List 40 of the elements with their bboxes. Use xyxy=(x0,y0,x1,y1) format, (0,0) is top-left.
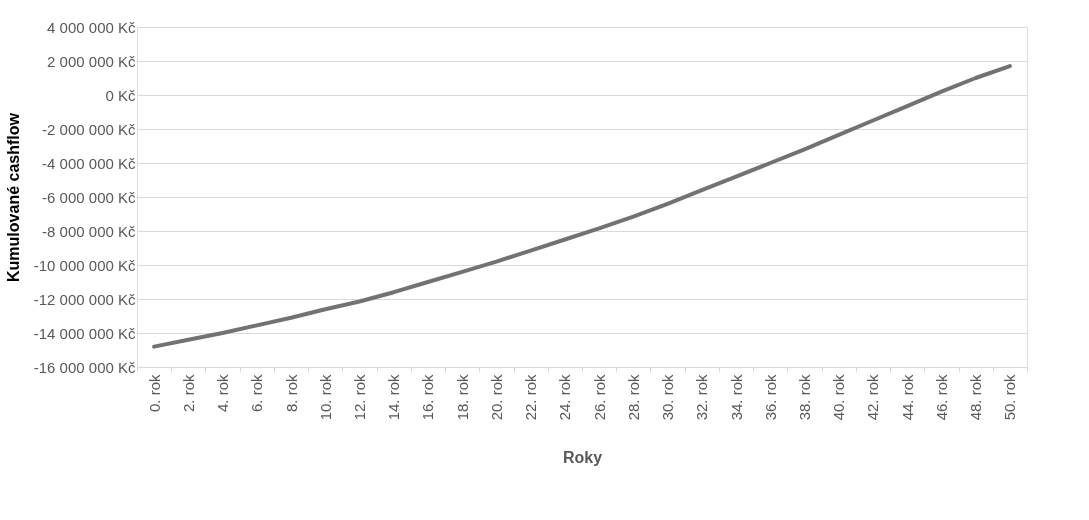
x-tick-label: 14. rok xyxy=(385,374,403,421)
x-tick-label: 22. rok xyxy=(522,374,540,421)
y-tick-label: -16 000 000 Kč xyxy=(33,358,136,376)
x-tick-label: 18. rok xyxy=(453,374,471,421)
x-tick-label: 0. rok xyxy=(145,374,163,413)
x-tick-label: 36. rok xyxy=(761,374,779,421)
x-tick-label: 10. rok xyxy=(316,374,334,421)
y-tick-label: 2 000 000 Kč xyxy=(47,52,136,70)
x-tick-label: 20. rok xyxy=(487,374,505,421)
y-tick-label: -12 000 000 Kč xyxy=(33,290,136,308)
x-tick-label: 16. rok xyxy=(419,374,437,421)
x-tick-label: 42. rok xyxy=(864,374,882,421)
x-tick-label: 24. rok xyxy=(556,374,574,421)
y-axis-title: Kumulované cashflow xyxy=(4,112,22,282)
line-series xyxy=(152,64,1012,349)
y-tick-label: -8 000 000 Kč xyxy=(42,222,136,240)
x-tick-label: 8. rok xyxy=(282,374,300,413)
y-tick-label: -10 000 000 Kč xyxy=(33,256,136,274)
x-tick-label: 4. rok xyxy=(214,374,232,413)
x-tick-label: 30. rok xyxy=(659,374,677,421)
x-tick-label: 34. rok xyxy=(727,374,745,421)
x-tick-label: 44. rok xyxy=(898,374,916,421)
x-tick-label: 46. rok xyxy=(932,374,950,421)
x-tick-label: 26. rok xyxy=(590,374,608,421)
y-tick-label: -4 000 000 Kč xyxy=(42,154,136,172)
x-axis-title: Roky xyxy=(562,449,603,467)
x-tick-label: 28. rok xyxy=(624,374,642,421)
x-tick-label: 12. rok xyxy=(351,374,368,421)
x-tick-label: 38. rok xyxy=(796,374,813,421)
x-tick-label: 40. rok xyxy=(830,374,848,421)
y-tick-label: -2 000 000 Kč xyxy=(42,120,136,138)
y-tick-label: -14 000 000 Kč xyxy=(33,324,136,342)
x-tick-label: 48. rok xyxy=(967,374,985,421)
y-tick-label: -6 000 000 Kč xyxy=(42,188,136,206)
x-tick-label: 2. rok xyxy=(179,374,197,413)
y-tick-label: 4 000 000 Kč xyxy=(47,18,136,36)
y-tick-label: 0 Kč xyxy=(105,86,136,104)
x-tick-label: 6. rok xyxy=(248,374,266,413)
x-tick-label: 32. rok xyxy=(693,374,711,421)
x-tick-label: 50. rok xyxy=(1001,374,1019,421)
